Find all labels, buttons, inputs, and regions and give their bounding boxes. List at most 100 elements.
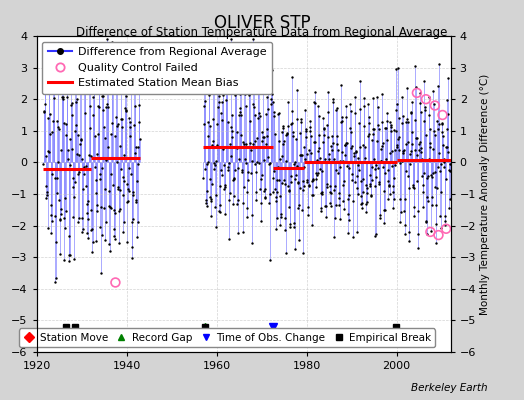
Point <box>255 110 263 116</box>
Point <box>409 184 417 190</box>
Point <box>406 150 414 157</box>
Point <box>321 159 329 166</box>
Point <box>273 189 281 195</box>
Point <box>108 86 117 93</box>
Point <box>66 161 74 168</box>
Point <box>298 152 307 158</box>
Point <box>394 136 402 142</box>
Point <box>419 204 428 211</box>
Point <box>99 62 107 69</box>
Point <box>296 185 304 191</box>
Point <box>90 83 98 89</box>
Point <box>294 180 302 186</box>
Point <box>430 132 439 138</box>
Point <box>330 156 338 162</box>
Point <box>78 156 86 163</box>
Point <box>383 118 391 124</box>
Point <box>66 136 74 142</box>
Point <box>325 183 334 190</box>
Point <box>332 141 341 147</box>
Point <box>112 76 121 82</box>
Point <box>226 153 235 159</box>
Point <box>446 161 454 167</box>
Point <box>369 131 377 138</box>
Point <box>248 212 256 219</box>
Point <box>224 167 232 173</box>
Point <box>101 236 109 243</box>
Point <box>425 94 433 100</box>
Point <box>228 127 237 134</box>
Point <box>63 146 72 153</box>
Point <box>434 83 442 89</box>
Point <box>51 275 60 281</box>
Point <box>399 150 408 156</box>
Point <box>272 226 280 233</box>
Point <box>337 148 346 155</box>
Point <box>377 157 385 164</box>
Point <box>427 227 435 234</box>
Point <box>422 174 431 181</box>
Point <box>50 84 59 91</box>
Point <box>443 97 452 103</box>
Point <box>288 119 296 126</box>
Point <box>257 171 266 178</box>
Point <box>441 222 449 228</box>
Point <box>42 195 51 201</box>
Point <box>316 155 324 161</box>
Point <box>270 168 279 174</box>
Point <box>77 82 85 88</box>
Point <box>301 106 309 113</box>
Point <box>115 206 124 212</box>
Point <box>225 196 234 203</box>
Point <box>95 176 104 182</box>
Point <box>88 248 96 255</box>
Point <box>123 181 131 188</box>
Point <box>132 198 140 205</box>
Point <box>320 132 329 138</box>
Point <box>417 148 425 155</box>
Point <box>40 109 48 116</box>
Point <box>421 131 430 138</box>
Point <box>248 158 256 164</box>
Point <box>318 190 326 197</box>
Point <box>230 174 238 181</box>
Point <box>434 126 442 132</box>
Point <box>46 110 54 117</box>
Text: Berkeley Earth: Berkeley Earth <box>411 383 487 393</box>
Point <box>328 132 336 139</box>
Point <box>409 204 418 210</box>
Point <box>279 140 288 147</box>
Point <box>279 125 287 131</box>
Point <box>253 158 261 165</box>
Point <box>81 70 90 77</box>
Point <box>41 42 49 49</box>
Point <box>350 152 358 159</box>
Point <box>57 146 66 153</box>
Point <box>212 142 221 148</box>
Point <box>267 63 275 69</box>
Point <box>431 184 439 190</box>
Point <box>323 122 332 128</box>
Point <box>53 190 61 196</box>
Point <box>356 78 364 84</box>
Point <box>342 114 350 120</box>
Point <box>376 215 384 221</box>
Point <box>69 184 77 190</box>
Point <box>417 145 425 151</box>
Point <box>412 134 421 141</box>
Point <box>391 128 400 135</box>
Point <box>242 141 250 148</box>
Point <box>330 234 339 240</box>
Point <box>63 72 72 79</box>
Point <box>48 128 56 135</box>
Point <box>67 102 75 108</box>
Point <box>204 82 213 89</box>
Point <box>204 159 213 165</box>
Point <box>438 120 446 127</box>
Point <box>111 210 119 216</box>
Point <box>111 235 119 242</box>
Point <box>436 213 444 219</box>
Point <box>71 72 80 78</box>
Point <box>209 116 217 122</box>
Point <box>358 189 367 195</box>
